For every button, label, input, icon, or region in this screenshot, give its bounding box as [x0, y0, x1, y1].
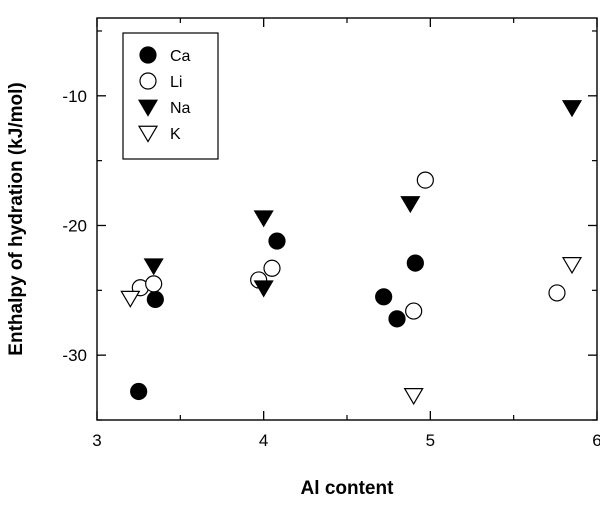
data-point-ca — [375, 288, 393, 306]
data-point-ca — [268, 232, 286, 250]
data-point-ca — [406, 254, 424, 272]
legend-box — [122, 32, 219, 160]
x-axis-title: Al content — [301, 478, 395, 499]
data-point-li — [405, 302, 423, 320]
legend-marker-ca — [139, 46, 157, 64]
data-point-li — [145, 275, 163, 293]
legend-marker-k — [137, 125, 159, 143]
legend-marker-na — [137, 99, 159, 117]
data-point-ca — [130, 382, 148, 401]
data-point-na — [253, 280, 274, 298]
legend-label-na: Na — [170, 100, 191, 117]
legend-label-li: Li — [170, 74, 182, 91]
y-tick-label: -10 — [62, 87, 87, 106]
y-tick-label: -30 — [62, 346, 87, 365]
legend-marker-li — [139, 72, 157, 90]
y-tick-label: -20 — [62, 216, 87, 235]
x-tick-label: 4 — [259, 431, 268, 450]
data-point-na — [561, 100, 583, 118]
data-point-li — [548, 284, 566, 302]
data-point-na — [253, 210, 274, 228]
tick-labels: 3 4 5 6 -30 -20 -10 — [62, 87, 600, 450]
axis-ticks — [96, 18, 598, 421]
x-tick-label: 3 — [92, 431, 101, 450]
y-axis-title: Enthalpy of hydration (kJ/mol) — [6, 82, 27, 355]
data-points — [120, 100, 583, 406]
legend: Ca Li Na K — [122, 32, 219, 160]
x-tick-label: 6 — [592, 431, 600, 450]
data-point-li — [263, 259, 281, 277]
data-point-na — [400, 196, 421, 214]
data-point-k — [403, 388, 424, 406]
x-tick-label: 5 — [426, 431, 435, 450]
data-point-na — [143, 258, 164, 276]
data-point-ca — [146, 290, 164, 308]
data-point-k — [120, 290, 141, 308]
data-point-li — [416, 171, 434, 189]
legend-label-k: K — [170, 126, 181, 143]
data-point-ca — [388, 310, 406, 328]
data-point-k — [561, 257, 583, 275]
legend-label-ca: Ca — [170, 48, 191, 65]
